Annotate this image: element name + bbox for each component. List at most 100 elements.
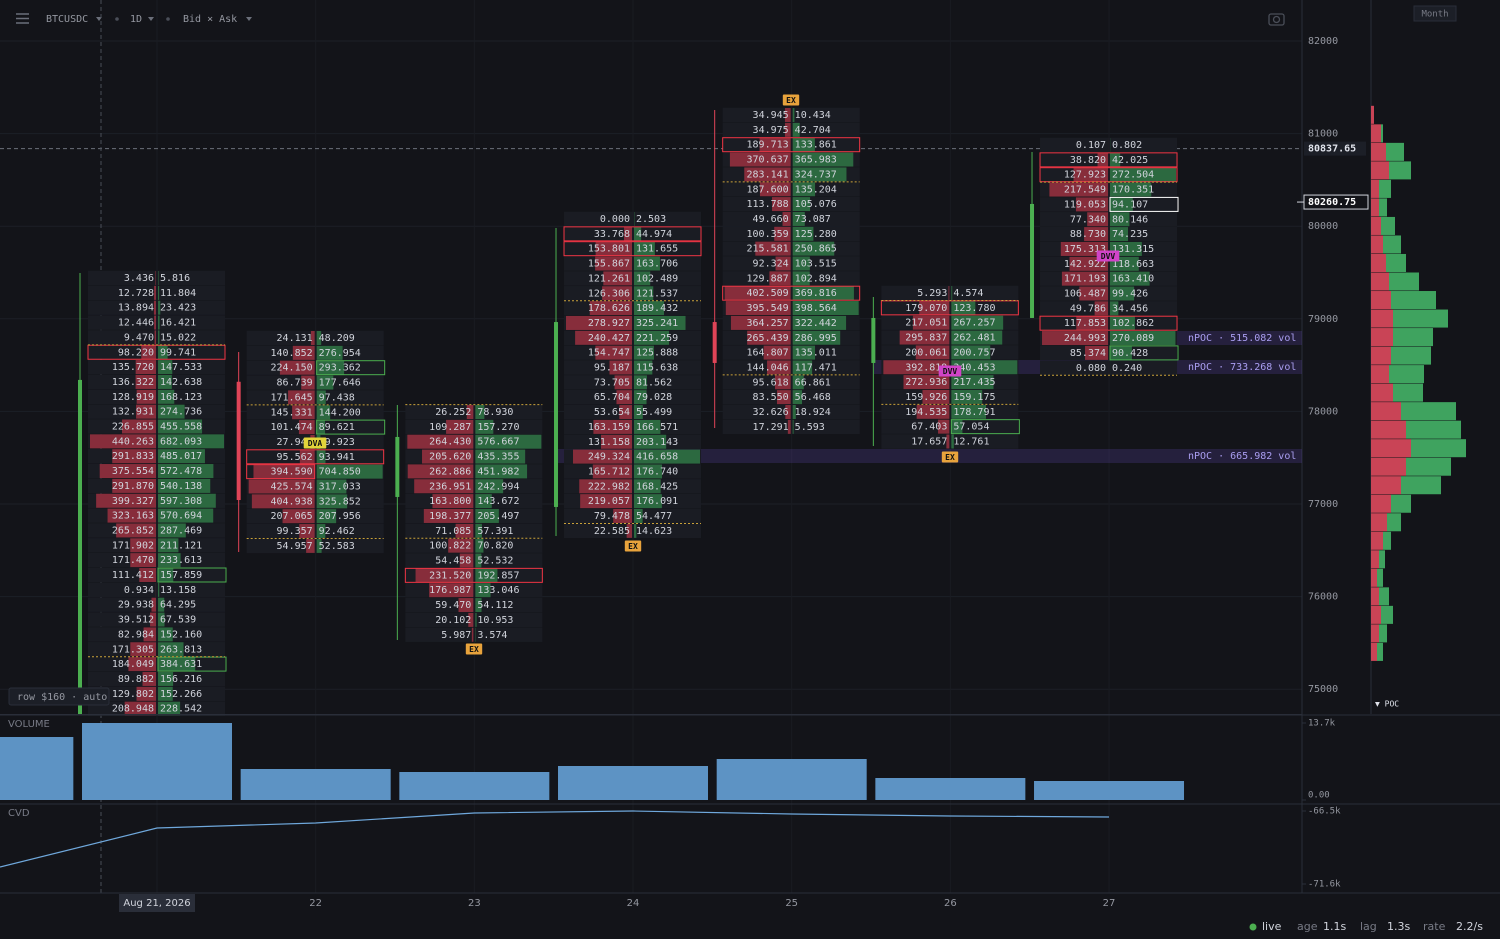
bid-heat	[948, 286, 950, 300]
ask-volume: 103.515	[795, 259, 837, 270]
bid-volume: 39.512	[118, 615, 154, 626]
symbol[interactable]: BTCUSDC	[46, 14, 88, 25]
ask-volume: 365.983	[795, 155, 837, 166]
bid-heat	[306, 538, 315, 553]
profile-ask	[1381, 124, 1383, 143]
ask-heat	[634, 509, 643, 523]
bid-volume: 129.802	[112, 689, 154, 700]
bid-heat	[154, 285, 156, 300]
bid-heat	[784, 122, 791, 137]
bid-volume: 33.768	[594, 229, 630, 240]
ask-heat	[634, 301, 665, 316]
bid-heat	[787, 419, 791, 434]
profile-bid	[1371, 439, 1411, 458]
bid-heat	[784, 108, 791, 122]
ask-volume: 4.574	[953, 288, 983, 299]
ask-volume: 18.924	[795, 407, 831, 418]
menu-icon[interactable]	[16, 13, 29, 24]
cell-bg	[88, 300, 225, 315]
ask-volume: 168.123	[160, 392, 202, 403]
bid-volume: 163.159	[588, 422, 630, 433]
ask-volume: 135.011	[795, 348, 837, 359]
ask-volume: 276.954	[319, 348, 361, 359]
range-button-bg[interactable]	[1413, 5, 1457, 22]
ask-heat	[792, 375, 804, 390]
ask-volume: 79.028	[636, 392, 672, 403]
profile-bid	[1371, 328, 1393, 347]
range-button[interactable]: Month	[1421, 10, 1448, 20]
volume-bar	[399, 771, 550, 800]
camera-icon[interactable]	[1268, 13, 1285, 26]
bid-volume: 370.637	[747, 155, 789, 166]
cell-bg	[564, 256, 702, 271]
bid-heat	[1060, 241, 1109, 256]
bid-volume: 17.657	[911, 437, 947, 448]
ask-volume: 340.453	[953, 362, 995, 373]
bid-volume: 175.313	[1064, 244, 1106, 255]
bid-heat	[595, 256, 633, 271]
crosshair-price-bg	[1304, 141, 1366, 156]
bid-heat	[429, 583, 474, 598]
ask-heat	[158, 330, 160, 345]
ask-heat	[1110, 152, 1121, 167]
volume-bar	[240, 768, 391, 800]
volume-bar	[82, 723, 232, 800]
ask-volume: 178.791	[953, 407, 995, 418]
ask-heat	[316, 345, 343, 360]
bid-heat	[613, 509, 633, 523]
ask-heat	[158, 508, 214, 523]
profile-ask	[1377, 568, 1383, 587]
tag-bg	[782, 94, 800, 106]
ask-heat	[634, 286, 654, 301]
cell-bg	[88, 285, 225, 301]
cell-bg	[564, 226, 702, 242]
ask-heat	[316, 538, 322, 553]
ask-heat	[316, 405, 331, 420]
bid-heat	[459, 553, 474, 568]
ask-volume: 325.241	[636, 318, 678, 329]
timeframe[interactable]: 1D	[130, 14, 142, 25]
bid-volume: 59.470	[435, 600, 471, 611]
cell-highlight	[1109, 345, 1179, 361]
cell-bg	[88, 671, 225, 687]
x-tick-label: 22	[309, 898, 322, 909]
bid-heat	[619, 405, 633, 420]
cell-highlight	[246, 449, 385, 465]
cell-bg	[405, 404, 543, 420]
bid-heat	[112, 449, 156, 464]
mode[interactable]: Bid × Ask	[183, 14, 237, 25]
profile-ask	[1401, 402, 1456, 421]
profile-ask	[1379, 587, 1389, 606]
cell-bg	[88, 656, 225, 672]
x-tick-label: 26	[944, 898, 957, 909]
bid-heat	[916, 404, 950, 419]
bid-heat	[595, 345, 633, 360]
cell-bg	[405, 523, 543, 538]
bid-heat	[755, 241, 791, 256]
ask-heat	[951, 434, 954, 449]
dropdown-arrow	[148, 17, 154, 21]
profile-bid	[1371, 142, 1386, 161]
ask-heat	[951, 389, 983, 404]
ask-volume: 52.532	[477, 556, 513, 567]
profile-ask	[1389, 161, 1411, 180]
ask-heat	[475, 419, 494, 434]
ask-heat	[316, 390, 326, 405]
ask-heat	[1110, 227, 1128, 242]
cell-bg	[246, 538, 384, 554]
footprint-column: 0.000 2.503 33.768 44.974 153.801 131.655 155.…	[554, 211, 702, 552]
ask-heat	[316, 375, 334, 390]
cell-bg	[88, 523, 225, 538]
cell-bg	[881, 389, 1019, 405]
bid-volume: 165.712	[588, 466, 630, 477]
bid-heat	[279, 360, 315, 375]
cell-highlight	[722, 285, 861, 301]
cell-bg	[722, 137, 860, 152]
ask-volume: 5.816	[160, 273, 190, 284]
ask-heat	[1110, 167, 1177, 182]
ask-heat	[158, 300, 161, 315]
bid-volume: 178.626	[588, 303, 630, 314]
ask-heat	[634, 523, 637, 538]
ask-heat	[634, 449, 701, 464]
